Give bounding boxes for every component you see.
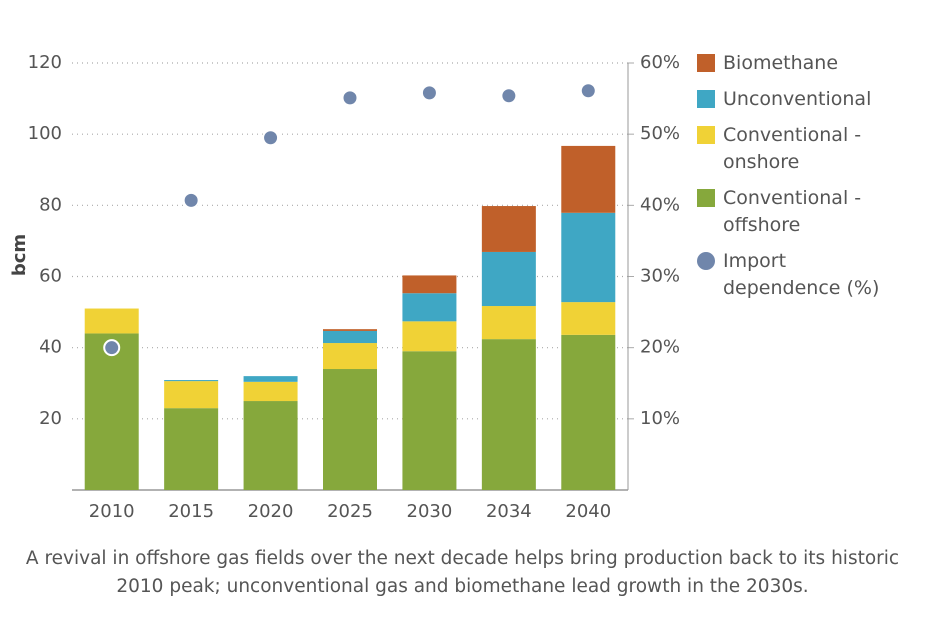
x-tick-label: 2030 [407,501,453,522]
bar-segment [481,306,536,340]
bar-segment [243,401,298,490]
y2-tick-label: 30% [640,266,680,287]
bar-segment [402,293,457,322]
legend-label: Import dependence (%) [723,250,880,299]
y2-tick-label: 40% [640,194,680,215]
legend-marker [697,252,715,270]
x-tick-label: 2015 [168,501,214,522]
x-tick-label: 2034 [486,501,532,522]
legend-item: Unconventional [697,86,907,113]
x-tick-label: 2020 [248,501,294,522]
y2-tick-label: 20% [640,337,680,358]
caption: A revival in offshore gas fields over th… [25,548,900,597]
y2-tick-label: 60% [640,52,680,73]
bar-segment [561,302,616,335]
bar-segment [243,381,298,402]
legend-label: Conventional - onshore [723,124,862,173]
legend-label: Conventional - offshore [723,187,862,236]
bar-segment [561,334,616,490]
bar-segment [164,380,219,382]
point [579,82,597,100]
bar-segment [402,275,457,294]
point [182,191,200,209]
y-tick-label: 60 [39,266,62,287]
bar-segment [323,369,377,490]
bar-segment [323,329,377,331]
bar-segment [402,351,457,490]
legend-marker [697,189,715,207]
legend: Biomethane Unconventional Conventional - o… [697,50,907,311]
y-tick-label: 80 [39,194,62,215]
x-tick-label: 2010 [89,501,135,522]
point [341,89,359,107]
chart: bcm 2040608010012010%20%30%40%50%60%2010… [9,52,680,522]
bar-segment [402,321,457,352]
legend-label: Biomethane [723,52,839,74]
legend-item: Conventional - onshore [697,122,907,176]
bar-segment [561,212,616,303]
y-axis-label: bcm [9,234,30,276]
bar-segment [164,381,219,409]
bar-segment [323,343,377,370]
bar-segment [243,376,298,382]
legend-marker [697,54,715,72]
legend-item: Conventional - offshore [697,185,907,239]
point [262,129,280,147]
bar-segment [164,408,219,490]
bar-segment [481,339,536,490]
legend-marker [697,90,715,108]
bar-segment [84,308,139,334]
x-tick-label: 2025 [327,501,373,522]
legend-item: Biomethane [697,50,907,77]
x-tick-label: 2040 [565,501,611,522]
y-tick-label: 40 [39,337,62,358]
legend-item: Import dependence (%) [697,248,907,302]
bar-segment [561,145,616,213]
legend-marker [697,126,715,144]
y-tick-label: 120 [28,52,62,73]
bar-segment [84,333,139,490]
y-tick-label: 100 [28,123,62,144]
bar-segment [323,330,377,344]
bar-segment [481,206,536,252]
y2-tick-label: 50% [640,123,680,144]
bar-segment [481,251,536,307]
legend-label: Unconventional [723,88,872,110]
y-tick-label: 20 [39,408,62,429]
point [420,84,438,102]
point [103,339,121,357]
point [500,87,518,105]
y2-tick-label: 10% [640,408,680,429]
